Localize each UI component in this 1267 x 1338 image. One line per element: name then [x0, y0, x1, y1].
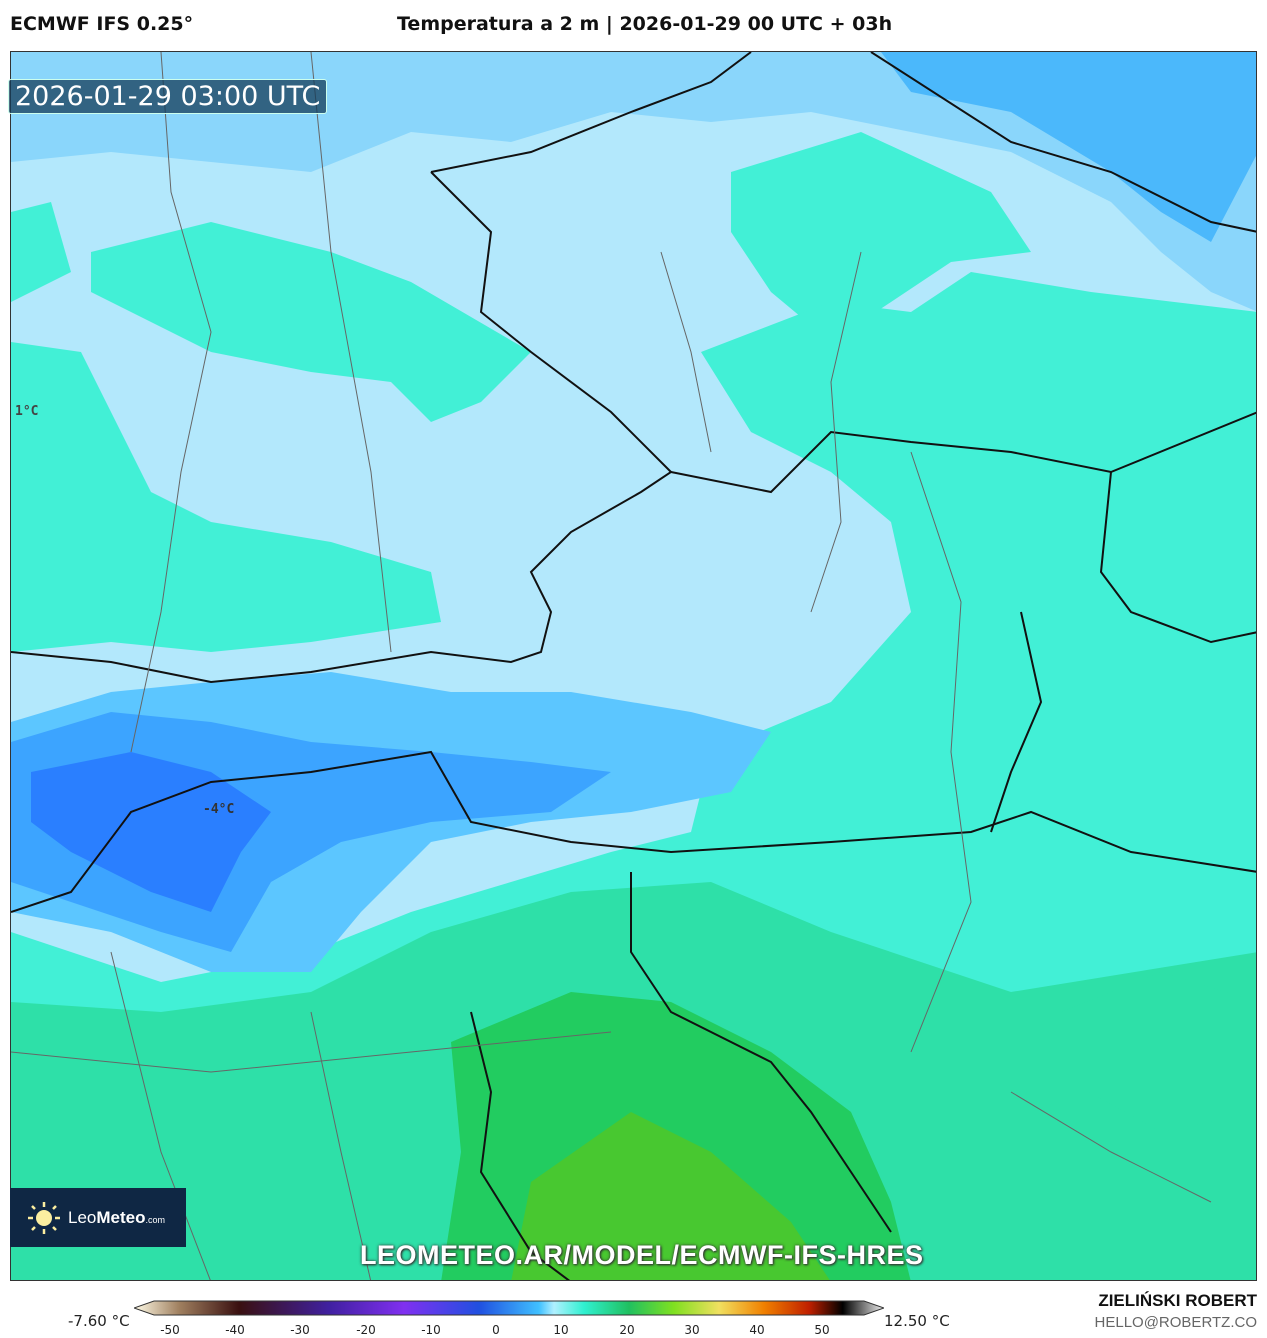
- model-name: ECMWF IFS 0.25°: [10, 13, 194, 35]
- coldest-zone: [31, 752, 271, 912]
- colorbar: [134, 1300, 884, 1316]
- colorbar-tick: 20: [619, 1323, 635, 1337]
- cold-zone-northeast: [881, 52, 1256, 242]
- valid-time-badge: 2026-01-29 03:00 UTC: [8, 79, 328, 114]
- colorbar-tick: -50: [160, 1323, 180, 1337]
- map-title: Temperatura a 2 m | 2026-01-29 00 UTC + …: [397, 13, 893, 35]
- author-email[interactable]: HELLO@ROBERTZ.CO: [1094, 1314, 1257, 1331]
- temperature-map[interactable]: 1°C -4°C: [10, 51, 1257, 1281]
- colorbar-max-value: 12.50 °C: [884, 1312, 950, 1330]
- zero-zone: [731, 132, 1031, 342]
- mild-zone: [1061, 972, 1256, 1132]
- sun-icon: [28, 1201, 60, 1234]
- region-borders: [11, 52, 1212, 1280]
- colorbar-tick: 40: [749, 1323, 765, 1337]
- colorbar-tick: 50: [814, 1323, 830, 1337]
- colorbar-tick: -30: [290, 1323, 310, 1337]
- colorbar-min-value: -7.60 °C: [68, 1312, 130, 1330]
- temperature-field: [11, 52, 1256, 1280]
- colorbar-tick: -40: [225, 1323, 245, 1337]
- temperature-label: 1°C: [15, 404, 39, 419]
- colorbar-tick: 10: [553, 1323, 569, 1337]
- colorbar-tick: 0: [492, 1323, 500, 1337]
- colorbar-tick: -10: [421, 1323, 441, 1337]
- leometeo-logo[interactable]: LeoMeteo.com: [10, 1188, 186, 1247]
- warmest-zone: [511, 1112, 830, 1280]
- author-name: ZIELIŃSKI ROBERT: [1098, 1291, 1257, 1310]
- watermark-url: LEOMETEO.AR/MODEL/ECMWF-IFS-HRES: [360, 1240, 924, 1270]
- temperature-label: -4°C: [203, 802, 235, 817]
- colorbar-tick: 30: [684, 1323, 700, 1337]
- cold-zone-north: [11, 52, 1256, 312]
- country-borders: [11, 52, 1256, 1280]
- logo-text: LeoMeteo.com: [68, 1207, 166, 1227]
- zero-zone: [11, 202, 441, 652]
- zero-zone: [91, 222, 531, 422]
- colorbar-tick: -20: [356, 1323, 376, 1337]
